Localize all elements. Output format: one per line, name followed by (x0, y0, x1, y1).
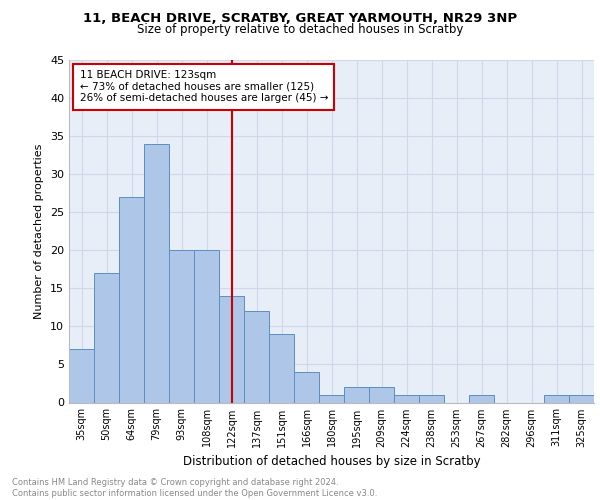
Bar (244, 311, 269, 402)
Text: Size of property relative to detached houses in Scratby: Size of property relative to detached ho… (137, 22, 463, 36)
Text: Contains HM Land Registry data © Crown copyright and database right 2024.
Contai: Contains HM Land Registry data © Crown c… (12, 478, 377, 498)
Bar (569, 395, 594, 402)
Bar (294, 372, 319, 402)
Bar (319, 395, 344, 402)
Bar (94, 273, 119, 402)
Y-axis label: Number of detached properties: Number of detached properties (34, 144, 44, 319)
Bar (69, 349, 94, 403)
Text: 11, BEACH DRIVE, SCRATBY, GREAT YARMOUTH, NR29 3NP: 11, BEACH DRIVE, SCRATBY, GREAT YARMOUTH… (83, 12, 517, 26)
X-axis label: Distribution of detached houses by size in Scratby: Distribution of detached houses by size … (182, 455, 481, 468)
Bar (269, 334, 294, 402)
Bar (419, 395, 444, 402)
Bar (194, 250, 219, 402)
Bar (144, 144, 169, 402)
Bar (544, 395, 569, 402)
Bar (469, 395, 494, 402)
Text: 11 BEACH DRIVE: 123sqm
← 73% of detached houses are smaller (125)
26% of semi-de: 11 BEACH DRIVE: 123sqm ← 73% of detached… (79, 70, 328, 104)
Bar (394, 395, 419, 402)
Bar (369, 388, 394, 402)
Bar (219, 296, 244, 403)
Bar (119, 197, 144, 402)
Bar (344, 388, 369, 402)
Bar (169, 250, 194, 402)
